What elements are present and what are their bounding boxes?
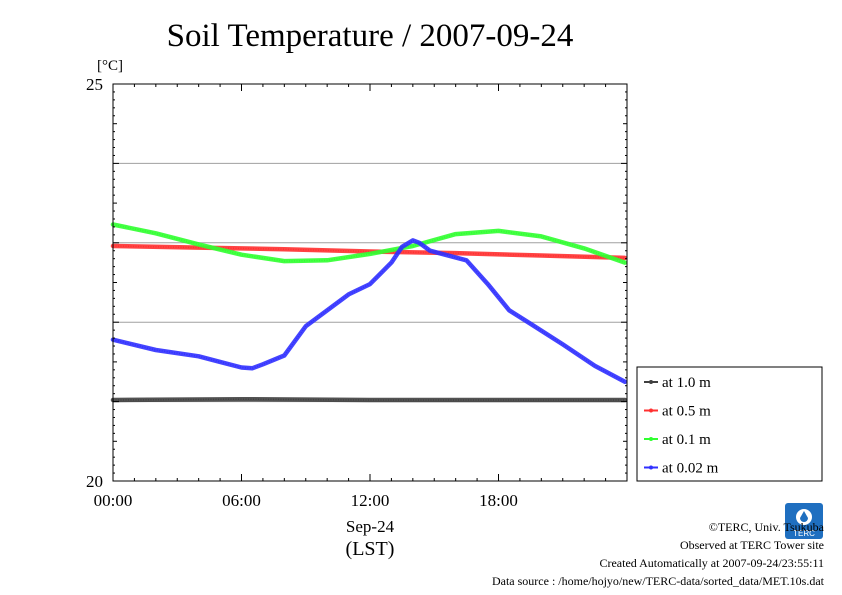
x-tick-label: 06:00 <box>222 491 261 510</box>
series-line-texture-0 <box>112 398 625 401</box>
chart-title: Soil Temperature / 2007-09-24 <box>167 18 574 54</box>
y-tick-label: 25 <box>86 75 103 94</box>
legend-marker <box>649 380 653 384</box>
legend-label: at 0.02 m <box>662 461 719 477</box>
legend-label: at 1.0 m <box>662 375 711 391</box>
x-axis-timezone-label: (LST) <box>346 538 395 560</box>
y-tick-label: 20 <box>86 472 103 491</box>
series-layer <box>110 222 628 403</box>
legend-marker <box>649 437 653 441</box>
x-tick-label: 18:00 <box>479 491 518 510</box>
legend-box <box>636 366 823 482</box>
series-line-texture-3 <box>112 239 626 383</box>
y-axis-unit: [°C] <box>97 58 123 74</box>
series-line-texture-1 <box>112 245 625 259</box>
water-drop-icon <box>800 511 808 522</box>
terc-logo: TERC <box>785 503 823 539</box>
x-tick-label: 00:00 <box>94 491 133 510</box>
x-tick-label: 12:00 <box>351 491 390 510</box>
legend-label: at 0.5 m <box>662 404 711 420</box>
legend-label: at 0.1 m <box>662 432 711 448</box>
legend: at 1.0 m at 0.5 m at 0.1 m at 0.02 m <box>636 366 823 482</box>
observed-site-text: Observed at TERC Tower site <box>679 538 824 552</box>
legend-marker <box>649 408 653 413</box>
series-line-texture-2 <box>112 223 626 264</box>
data-source-text: Data source : /home/hojyo/new/TERC-data/… <box>491 574 824 588</box>
legend-marker <box>649 465 653 470</box>
logo-text: TERC <box>793 529 815 538</box>
x-axis-date-label: Sep-24 <box>346 517 395 536</box>
created-timestamp-text: Created Automatically at 2007-09-24/23:5… <box>599 556 824 570</box>
series-line-3 <box>110 238 628 385</box>
copyright-text: ©TERC, Univ. Tsukuba <box>708 520 824 534</box>
